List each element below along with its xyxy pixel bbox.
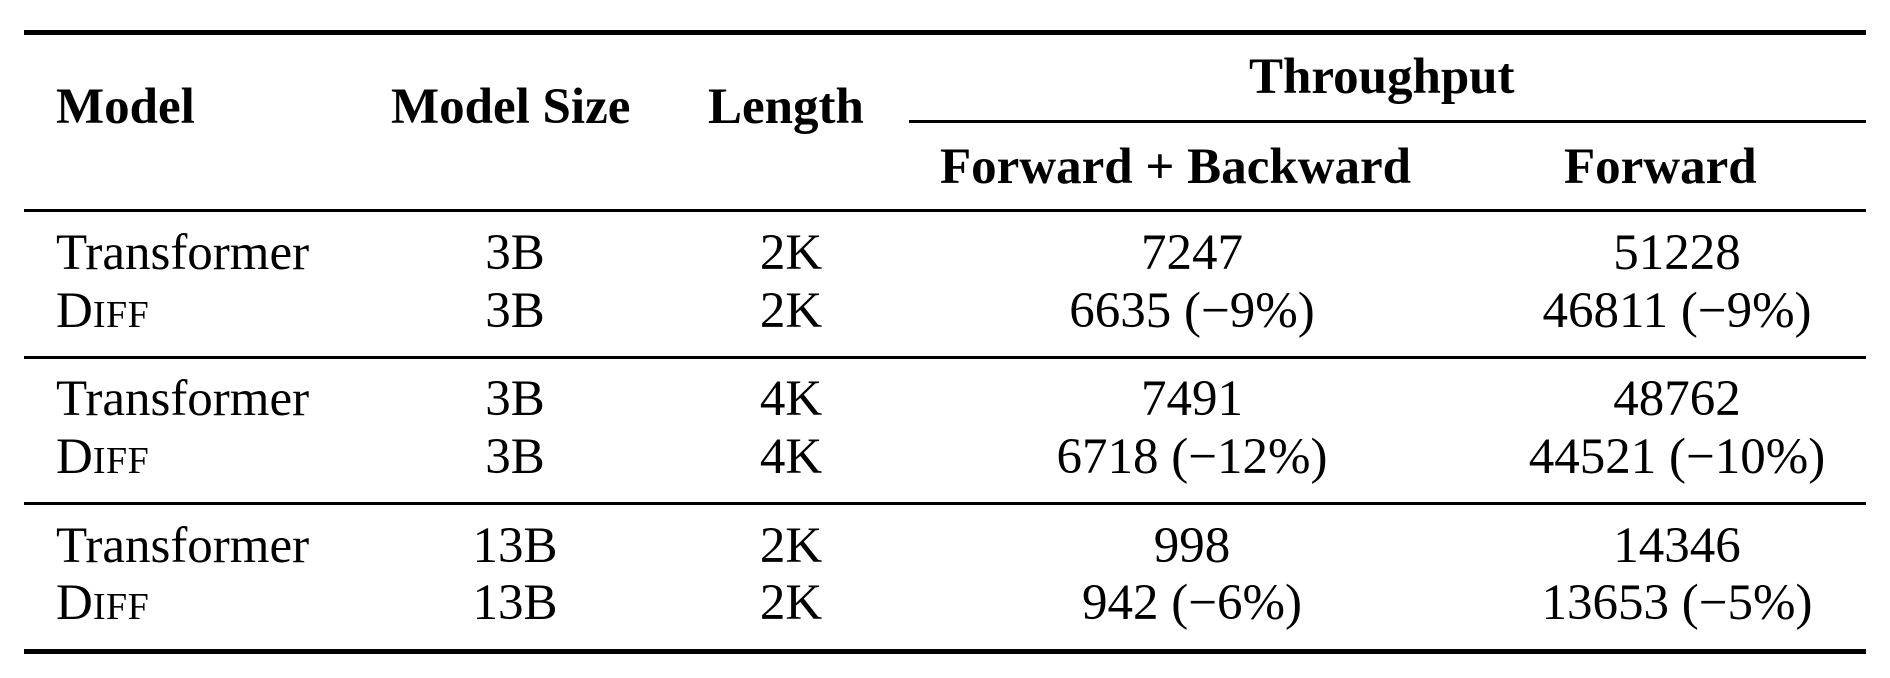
header-forward-backward: Forward + Backward <box>940 139 1412 195</box>
model-name-cap: D <box>56 429 93 485</box>
cell-model: DIFF <box>56 578 149 629</box>
cell-model: Transformer <box>56 518 310 574</box>
cell-size: 3B <box>485 429 545 485</box>
model-name-rest: IFF <box>92 440 150 482</box>
cell-model: DIFF <box>56 286 149 337</box>
cell-length: 2K <box>759 225 823 281</box>
header-length: Length <box>708 79 864 135</box>
cell-size: 13B <box>472 518 558 574</box>
cell-forward: 13653 (−5%) <box>1541 575 1813 631</box>
group-separator-1 <box>24 356 1866 359</box>
header-throughput: Throughput <box>1249 49 1515 105</box>
model-name-cap: D <box>56 575 93 631</box>
cell-forward: 44521 (−10%) <box>1528 429 1826 485</box>
header-forward: Forward <box>1564 139 1757 195</box>
cell-length: 2K <box>759 283 823 339</box>
cell-length: 2K <box>759 575 823 631</box>
throughput-table: Model Model Size Length Throughput Forwa… <box>24 30 1866 654</box>
cell-model: Transformer <box>56 371 310 427</box>
cell-fwd-bwd: 7247 <box>1141 225 1243 281</box>
cell-length: 4K <box>759 371 823 427</box>
cell-size: 3B <box>485 283 545 339</box>
cell-forward: 46811 (−9%) <box>1542 283 1812 339</box>
cell-model: Transformer <box>56 225 310 281</box>
throughput-cmidrule <box>909 120 1866 123</box>
bottom-rule <box>24 649 1866 654</box>
group-separator-2 <box>24 502 1866 505</box>
header-rule <box>24 209 1866 212</box>
cell-fwd-bwd: 6635 (−9%) <box>1069 283 1315 339</box>
cell-length: 4K <box>759 429 823 485</box>
cell-forward: 48762 <box>1613 371 1741 427</box>
model-name-rest: IFF <box>92 586 150 628</box>
header-model: Model <box>56 79 195 135</box>
cell-size: 3B <box>485 371 545 427</box>
cell-forward: 51228 <box>1613 225 1741 281</box>
cell-size: 3B <box>485 225 545 281</box>
cell-fwd-bwd: 6718 (−12%) <box>1056 429 1328 485</box>
cell-length: 2K <box>759 518 823 574</box>
cell-model: DIFF <box>56 432 149 483</box>
cell-fwd-bwd: 942 (−6%) <box>1082 575 1302 631</box>
cell-fwd-bwd: 7491 <box>1141 371 1243 427</box>
model-name-cap: D <box>56 283 93 339</box>
header-model-size: Model Size <box>391 79 631 135</box>
cell-forward: 14346 <box>1613 518 1741 574</box>
cell-fwd-bwd: 998 <box>1153 518 1231 574</box>
cell-size: 13B <box>472 575 558 631</box>
top-rule <box>24 30 1866 35</box>
model-name-rest: IFF <box>92 294 150 336</box>
